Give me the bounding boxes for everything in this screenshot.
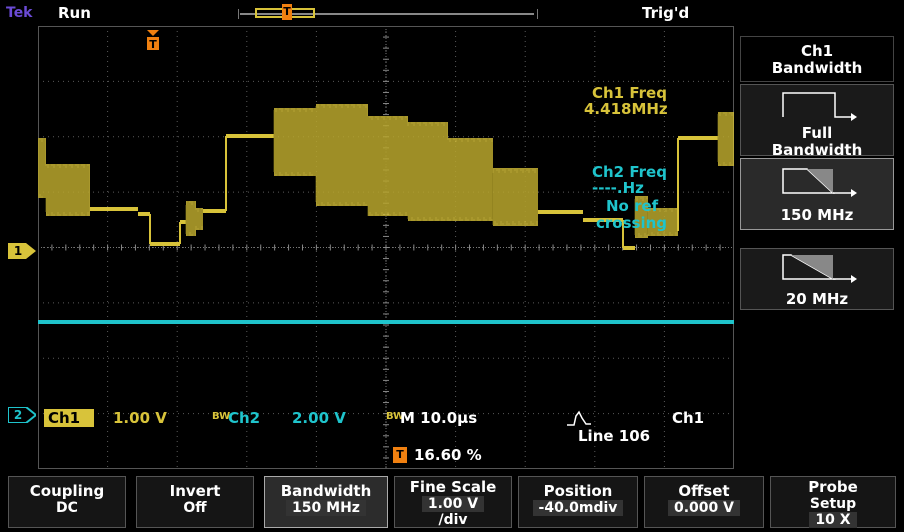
ch1-scale: 1.00 V xyxy=(113,409,167,427)
bandwidth-button[interactable]: Bandwidth 150 MHz xyxy=(264,476,388,528)
trigger-marker-icon: T xyxy=(146,30,160,52)
filter-150mhz-icon xyxy=(782,168,857,197)
edge-trigger-icon xyxy=(566,410,592,426)
trigger-position-icon: T xyxy=(282,4,292,20)
bandwidth-150mhz-button[interactable]: 150 MHz xyxy=(740,158,894,230)
trigger-position-readout-icon: T xyxy=(393,447,407,463)
trigger-type: Line 106 xyxy=(578,427,651,445)
full-bandwidth-icon xyxy=(782,92,857,121)
ch1-ground-marker-icon[interactable]: 1 xyxy=(8,243,36,259)
filter-20mhz-icon xyxy=(782,254,857,283)
acquisition-state: Run xyxy=(58,4,91,22)
ch1-readout-badge: Ch1 xyxy=(44,409,94,427)
trigger-state: Trig'd xyxy=(642,4,690,22)
ch2-label: Ch2 xyxy=(228,409,261,427)
ch2-freq-label: Ch2 Freq xyxy=(592,163,667,181)
timebase-readout: M 10.0µs xyxy=(400,409,478,427)
position-button[interactable]: Position -40.0mdiv xyxy=(518,476,638,528)
record-view-bracket xyxy=(238,9,538,19)
record-view-line xyxy=(240,13,534,15)
offset-button[interactable]: Offset 0.000 V xyxy=(644,476,764,528)
ch1-freq-label: Ch1 Freq xyxy=(592,84,667,102)
ch2-scale: 2.00 V xyxy=(292,409,346,427)
probe-setup-button[interactable]: Probe Setup 10 X xyxy=(770,476,896,528)
ch1-trace xyxy=(37,104,734,250)
ch2-ground-marker-icon[interactable]: 2 xyxy=(7,406,38,424)
waveform-display xyxy=(37,25,735,470)
side-menu-header: Ch1 Bandwidth xyxy=(740,36,894,82)
invert-button[interactable]: Invert Off xyxy=(136,476,254,528)
svg-text:T: T xyxy=(149,38,157,51)
status-bar: Tek Run T Trig'd xyxy=(0,0,904,26)
ch1-freq-value: 4.418MHz xyxy=(584,100,668,118)
trigger-position: 16.60 % xyxy=(414,446,482,464)
fine-scale-button[interactable]: Fine Scale 1.00 V /div xyxy=(394,476,512,528)
trigger-source: Ch1 xyxy=(672,409,705,427)
ch2-bw-icon: BW xyxy=(212,411,231,422)
side-menu: Ch1 Bandwidth Full Bandwidth 150 MHz 20 … xyxy=(736,36,896,466)
main-bw-icon: BW xyxy=(386,411,405,422)
brand-logo: Tek xyxy=(6,5,33,21)
ch2-note-line2: crossing xyxy=(596,214,668,232)
ch2-note-line1: No ref xyxy=(606,197,659,215)
coupling-button[interactable]: Coupling DC xyxy=(8,476,126,528)
bandwidth-20mhz-button[interactable]: 20 MHz xyxy=(740,248,894,310)
ch2-trace xyxy=(38,320,734,324)
bottom-menu: Coupling DC Invert Off Bandwidth 150 MHz… xyxy=(0,470,904,532)
ch2-freq-value: ----.Hz xyxy=(592,179,644,197)
bandwidth-full-button[interactable]: Full Bandwidth xyxy=(740,84,894,159)
